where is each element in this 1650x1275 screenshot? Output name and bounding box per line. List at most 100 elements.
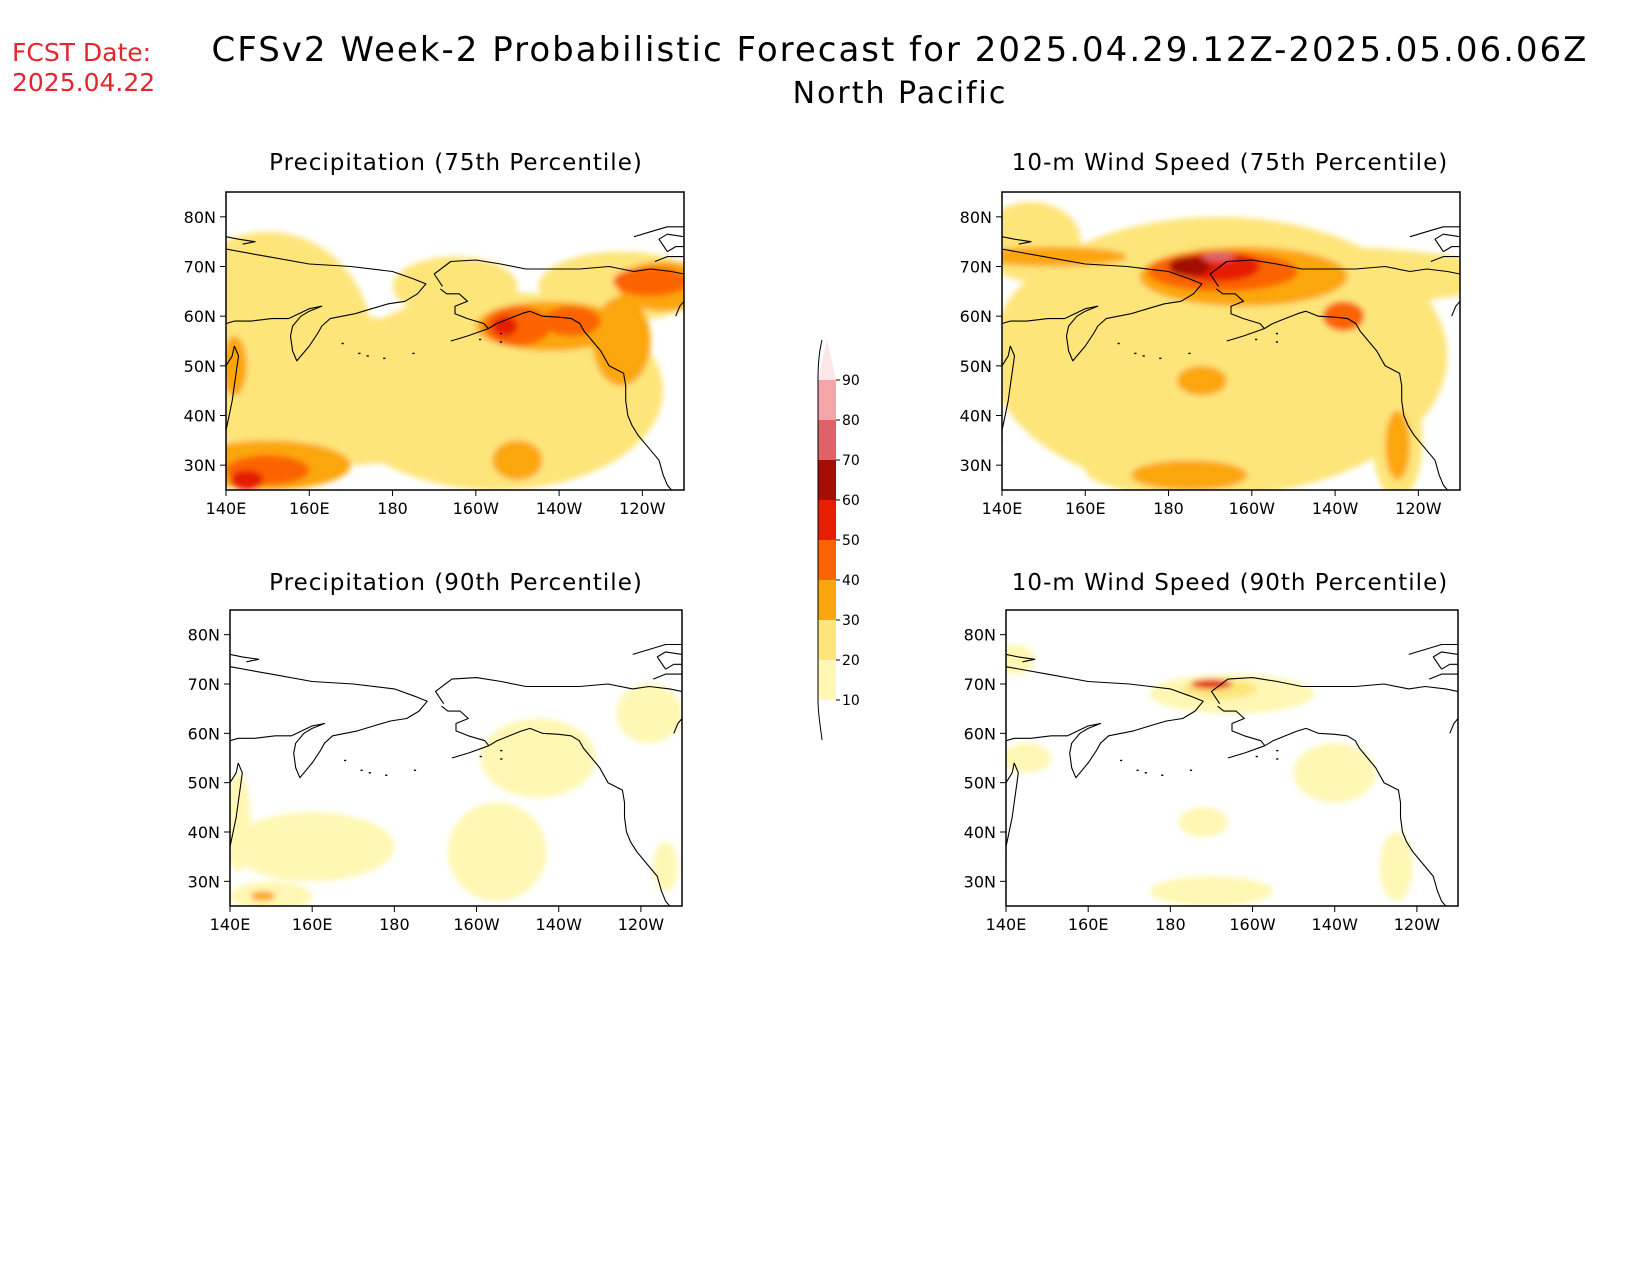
island (360, 769, 363, 772)
coastline (654, 256, 684, 263)
probability-contour (1293, 743, 1376, 803)
y-tick-label: 40N (964, 823, 996, 842)
coastline (1449, 718, 1458, 734)
coastline (1006, 666, 1204, 779)
x-tick-label: 160E (1068, 915, 1109, 934)
colorbar-segment (818, 460, 836, 500)
coastline (1217, 705, 1266, 759)
probability-contour (447, 802, 547, 902)
colorbar-segment (818, 380, 836, 420)
probability-contour (1168, 256, 1211, 277)
coastline (1430, 256, 1460, 263)
island (1161, 774, 1164, 776)
forecast-date-block: FCST Date: 2025.04.22 (12, 38, 155, 98)
island (413, 769, 417, 772)
island (1136, 769, 1139, 772)
x-tick-label: 160W (453, 499, 500, 518)
map-frame (229, 609, 683, 907)
island (1276, 758, 1279, 760)
colorbar: 10 20 30 40 50 60 70 80 90 (817, 339, 860, 741)
island (412, 352, 415, 355)
coastline (1408, 643, 1458, 655)
coastline (1428, 673, 1458, 680)
probability-contour (492, 316, 518, 337)
y-tick-label: 50N (960, 357, 992, 376)
island (383, 357, 386, 360)
island (1144, 772, 1147, 774)
coastline (226, 248, 427, 362)
probability-contour (1176, 365, 1227, 396)
probability-contour (250, 891, 276, 902)
colorbar-segment (818, 580, 836, 620)
page-subtitle: North Pacific (792, 76, 1008, 111)
coastline (1451, 300, 1460, 317)
coastline (1006, 653, 1036, 663)
probability-field (1002, 201, 1460, 490)
coastline (633, 226, 684, 238)
y-tick-label: 50N (184, 357, 216, 376)
probability-contour (1190, 679, 1232, 689)
panel-title-wind-75: 10-m Wind Speed (75th Percentile) (1011, 150, 1449, 176)
colorbar-label: 40 (842, 573, 860, 589)
y-tick-label: 40N (960, 407, 992, 426)
colorbar-segment (818, 340, 836, 380)
coastline (1002, 236, 1032, 245)
island (500, 749, 503, 752)
island (341, 342, 344, 345)
island (1159, 357, 1162, 360)
colorbar-label: 70 (842, 453, 860, 469)
x-tick-label: 160W (453, 915, 500, 934)
probability-contour (1149, 876, 1274, 906)
island (479, 755, 482, 758)
x-tick-label: 140W (536, 915, 583, 934)
x-tick-label: 140W (1312, 499, 1359, 518)
island (1255, 755, 1258, 758)
x-tick-label: 160E (292, 915, 333, 934)
coastline (1264, 310, 1448, 490)
map-wind-75: 140E 160E 180 160W 140W 120W 80N 70N 60N 50N 40N 30… (960, 191, 1461, 518)
probability-contour (1178, 807, 1228, 837)
x-tick-label: 140E (210, 915, 251, 934)
colorbar-segment (818, 540, 836, 580)
probability-contour (1385, 410, 1411, 481)
coastline (673, 718, 682, 734)
colorbar-outline (817, 380, 823, 741)
coastline (441, 705, 490, 759)
probability-contour (542, 306, 601, 337)
x-tick-label: 180 (379, 915, 410, 934)
coastline (1434, 233, 1460, 253)
y-tick-label: 30N (960, 456, 992, 475)
probability-contour (1131, 460, 1248, 490)
coastline (652, 673, 682, 680)
y-tick-label: 80N (184, 208, 216, 227)
island (499, 332, 502, 335)
island (499, 341, 502, 343)
x-tick-label: 180 (1153, 499, 1184, 518)
y-tick-label: 30N (964, 872, 996, 891)
x-tick-label: 120W (618, 915, 665, 934)
y-tick-label: 80N (188, 626, 220, 645)
y-tick-label: 70N (184, 258, 216, 277)
x-tick-label: 160E (289, 499, 330, 518)
island (344, 759, 347, 762)
probability-field (1006, 644, 1413, 906)
y-tick-label: 40N (188, 823, 220, 842)
panel-title-precip-75: Precipitation (75th Percentile) (269, 150, 643, 176)
probability-contour (413, 395, 622, 476)
coastline (230, 762, 239, 783)
x-tick-label: 160W (1229, 915, 1276, 934)
coastline (1409, 226, 1460, 238)
probability-contour (392, 256, 518, 317)
y-tick-label: 80N (960, 208, 992, 227)
coastline (1006, 762, 1015, 783)
coastline (1432, 651, 1458, 670)
colorbar-segment (818, 500, 836, 540)
probability-contour (653, 841, 678, 892)
coastline (440, 288, 489, 342)
y-tick-label: 30N (184, 456, 216, 475)
x-tick-label: 140E (982, 499, 1023, 518)
coastline (226, 345, 235, 367)
map-frame (1005, 609, 1459, 907)
coastline (1210, 677, 1458, 705)
island (1189, 769, 1193, 772)
